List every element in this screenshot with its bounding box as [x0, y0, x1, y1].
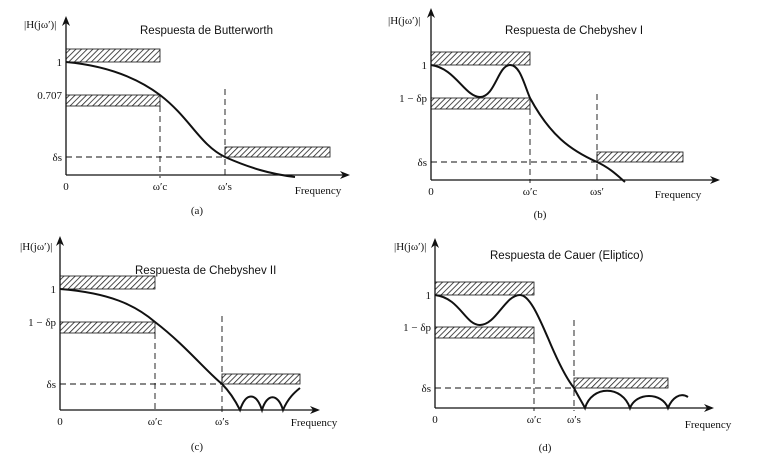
y-tick-1: 1: [57, 57, 63, 69]
panel-c: Respuesta de Chebyshev II |H(jω′)| 1 1 − δp…: [20, 236, 338, 453]
panel-caption: (c): [191, 441, 204, 453]
passband-upper-tolerance: [59, 275, 156, 290]
stopband-tolerance: [596, 151, 684, 163]
wc-label: ω′c: [153, 181, 168, 193]
butterworth-response-curve: [65, 61, 296, 178]
panel-caption: (b): [534, 209, 547, 221]
panel-caption: (a): [191, 205, 204, 217]
passband-lower-tolerance: [65, 94, 161, 107]
y-tick-delta-s: δs: [422, 383, 431, 395]
y-tick-delta-s: δs: [47, 379, 56, 391]
y-tick-passband-edge: 1 − δp: [28, 317, 56, 329]
x-axis-label: Frequency: [685, 419, 732, 431]
stopband-tolerance: [221, 373, 301, 385]
y-axis-label: |H(jω′)|: [20, 241, 52, 253]
origin-label: 0: [432, 414, 438, 426]
y-tick-1: 1: [51, 284, 57, 296]
passband-upper-tolerance: [65, 48, 161, 63]
passband-lower-tolerance: [430, 97, 531, 110]
x-axis-label: Frequency: [291, 417, 338, 429]
y-tick-1: 1: [422, 60, 428, 72]
passband-upper-tolerance: [434, 281, 535, 296]
passband-lower-tolerance: [59, 321, 156, 334]
wc-label: ω′c: [148, 416, 163, 428]
stopband-tolerance: [224, 146, 331, 158]
wc-label: ω′c: [527, 414, 542, 426]
passband-lower-tolerance: [434, 326, 535, 339]
ws-label: ω′s: [567, 414, 581, 426]
elliptic-response-curve: [434, 293, 689, 411]
panel-caption: (d): [539, 442, 552, 454]
ws-label: ω′s: [215, 416, 229, 428]
panel-title: Respuesta de Chebyshev I: [505, 25, 643, 37]
panel-d: Respuesta de Cauer (Eliptico) |H(jω′)| 1 1 …: [394, 238, 732, 454]
y-tick-delta-s: δs: [418, 157, 427, 169]
x-axis-label: Frequency: [295, 185, 342, 197]
chebyshev-2-response-curve: [59, 288, 301, 414]
y-tick-1: 1: [426, 290, 432, 302]
y-tick-delta-s: δs: [53, 152, 62, 164]
y-axis-label: |H(jω′)|: [394, 241, 426, 253]
stopband-tolerance: [573, 377, 669, 389]
chebyshev-1-response-curve: [430, 63, 626, 183]
origin-label: 0: [57, 416, 63, 428]
panel-title: Respuesta de Butterworth: [140, 25, 273, 37]
y-axis-label: |H(jω′)|: [24, 19, 56, 31]
wc-label: ω′c: [523, 186, 538, 198]
ws-label: ωs′: [590, 186, 604, 198]
panel-title: Respuesta de Cauer (Eliptico): [490, 250, 644, 262]
y-tick-passband-edge: 0.707: [37, 90, 62, 102]
x-axis-label: Frequency: [655, 189, 702, 201]
panel-title: Respuesta de Chebyshev II: [135, 265, 276, 277]
panel-b: Respuesta de Chebyshev I |H(jω′)| 1 1 − δp δ…: [388, 8, 720, 221]
y-tick-passband-edge: 1 − δp: [399, 93, 427, 105]
ws-label: ω′s: [218, 181, 232, 193]
panel-a: Respuesta de Butterworth |H(jω′)| 1 0.707 δs…: [24, 16, 350, 217]
origin-label: 0: [428, 186, 434, 198]
y-axis-label: |H(jω′)|: [388, 15, 420, 27]
passband-upper-tolerance: [430, 51, 531, 66]
origin-label: 0: [63, 181, 69, 193]
y-tick-passband-edge: 1 − δp: [403, 322, 431, 334]
